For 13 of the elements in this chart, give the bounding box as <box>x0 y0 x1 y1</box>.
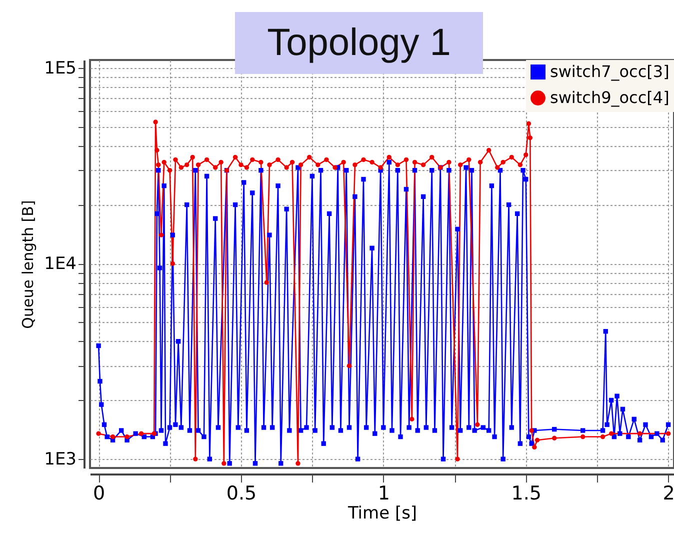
x-tick-label: 0.5 <box>226 482 257 504</box>
y-tick-label: 1E4 <box>44 254 76 274</box>
x-tick-label: 1.5 <box>511 482 542 504</box>
x-axis-title: Time [s] <box>346 504 418 524</box>
y-axis-title: Queue length [B] <box>19 200 38 329</box>
legend-label: switch9_occ[4] <box>550 88 670 107</box>
x-tick-label: 2 <box>662 482 674 504</box>
x-tick-label: 0 <box>93 482 106 504</box>
y-tick-label: 1E5 <box>44 58 76 79</box>
chart-title: Topology 1 <box>235 12 483 74</box>
legend-label: switch7_occ[3] <box>550 62 670 81</box>
y-tick-label: 1E3 <box>44 450 76 470</box>
x-tick-label: 1 <box>378 482 390 504</box>
